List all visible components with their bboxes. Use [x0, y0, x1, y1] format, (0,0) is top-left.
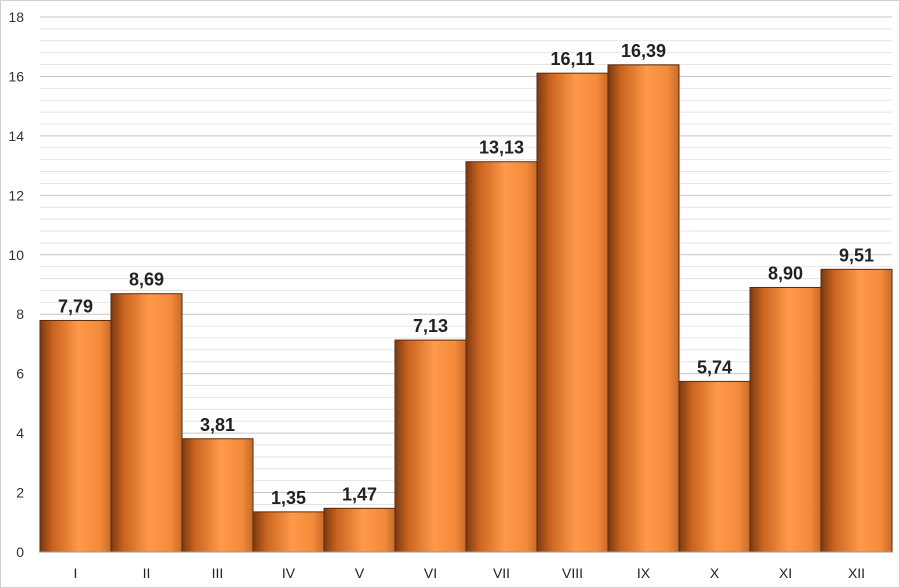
bar	[110, 293, 183, 553]
x-tick-label: V	[355, 565, 365, 581]
data-label: 1,47	[342, 484, 377, 504]
data-labels: 7,79 8,69 3,81 1,35 1,47 7,13 13,13 16,11 16,39 5…	[58, 41, 874, 508]
bar	[39, 319, 112, 553]
x-tick-label: II	[143, 565, 151, 581]
data-label: 9,51	[839, 245, 874, 265]
data-label: 5,74	[697, 357, 732, 377]
bar	[536, 72, 609, 553]
y-tick-label: 18	[8, 9, 24, 25]
bar	[749, 286, 822, 553]
bar	[323, 507, 396, 553]
x-tick-label: VIII	[562, 565, 583, 581]
y-tick-label: 0	[16, 544, 24, 560]
x-tick-label: XII	[848, 565, 865, 581]
y-tick-label: 6	[16, 366, 24, 382]
y-tick-label: 4	[16, 425, 24, 441]
x-tick-label: X	[710, 565, 720, 581]
data-label: 3,81	[200, 415, 235, 435]
bars	[39, 64, 893, 553]
data-label: 7,13	[413, 316, 448, 336]
bar	[678, 380, 751, 553]
y-axis: 0 2 4 6 8 10 12 14 16 18	[8, 9, 24, 560]
y-tick-label: 12	[8, 187, 24, 203]
y-tick-label: 10	[8, 247, 24, 263]
x-axis: I II III IV V VI VII VIII IX X XI XII	[40, 551, 892, 581]
data-label: 13,13	[479, 138, 524, 158]
bar	[181, 438, 254, 553]
bar	[394, 339, 467, 553]
x-tick-label: IV	[282, 565, 296, 581]
x-tick-label: IX	[637, 565, 651, 581]
data-label: 8,69	[129, 270, 164, 290]
bar	[820, 268, 893, 553]
x-tick-label: VII	[493, 565, 510, 581]
x-tick-label: I	[74, 565, 78, 581]
bar	[252, 511, 325, 553]
data-label: 7,79	[58, 296, 93, 316]
bar	[465, 161, 538, 553]
y-tick-label: 14	[8, 128, 24, 144]
data-label: 16,11	[550, 49, 594, 69]
x-tick-label: XI	[779, 565, 792, 581]
data-label: 16,39	[621, 41, 666, 61]
y-tick-label: 16	[8, 68, 24, 84]
x-tick-label: III	[212, 565, 224, 581]
y-tick-label: 2	[16, 485, 24, 501]
data-label: 1,35	[271, 488, 306, 508]
y-tick-label: 8	[16, 306, 24, 322]
data-label: 8,90	[768, 263, 803, 283]
x-tick-label: VI	[424, 565, 437, 581]
bar	[607, 64, 680, 553]
